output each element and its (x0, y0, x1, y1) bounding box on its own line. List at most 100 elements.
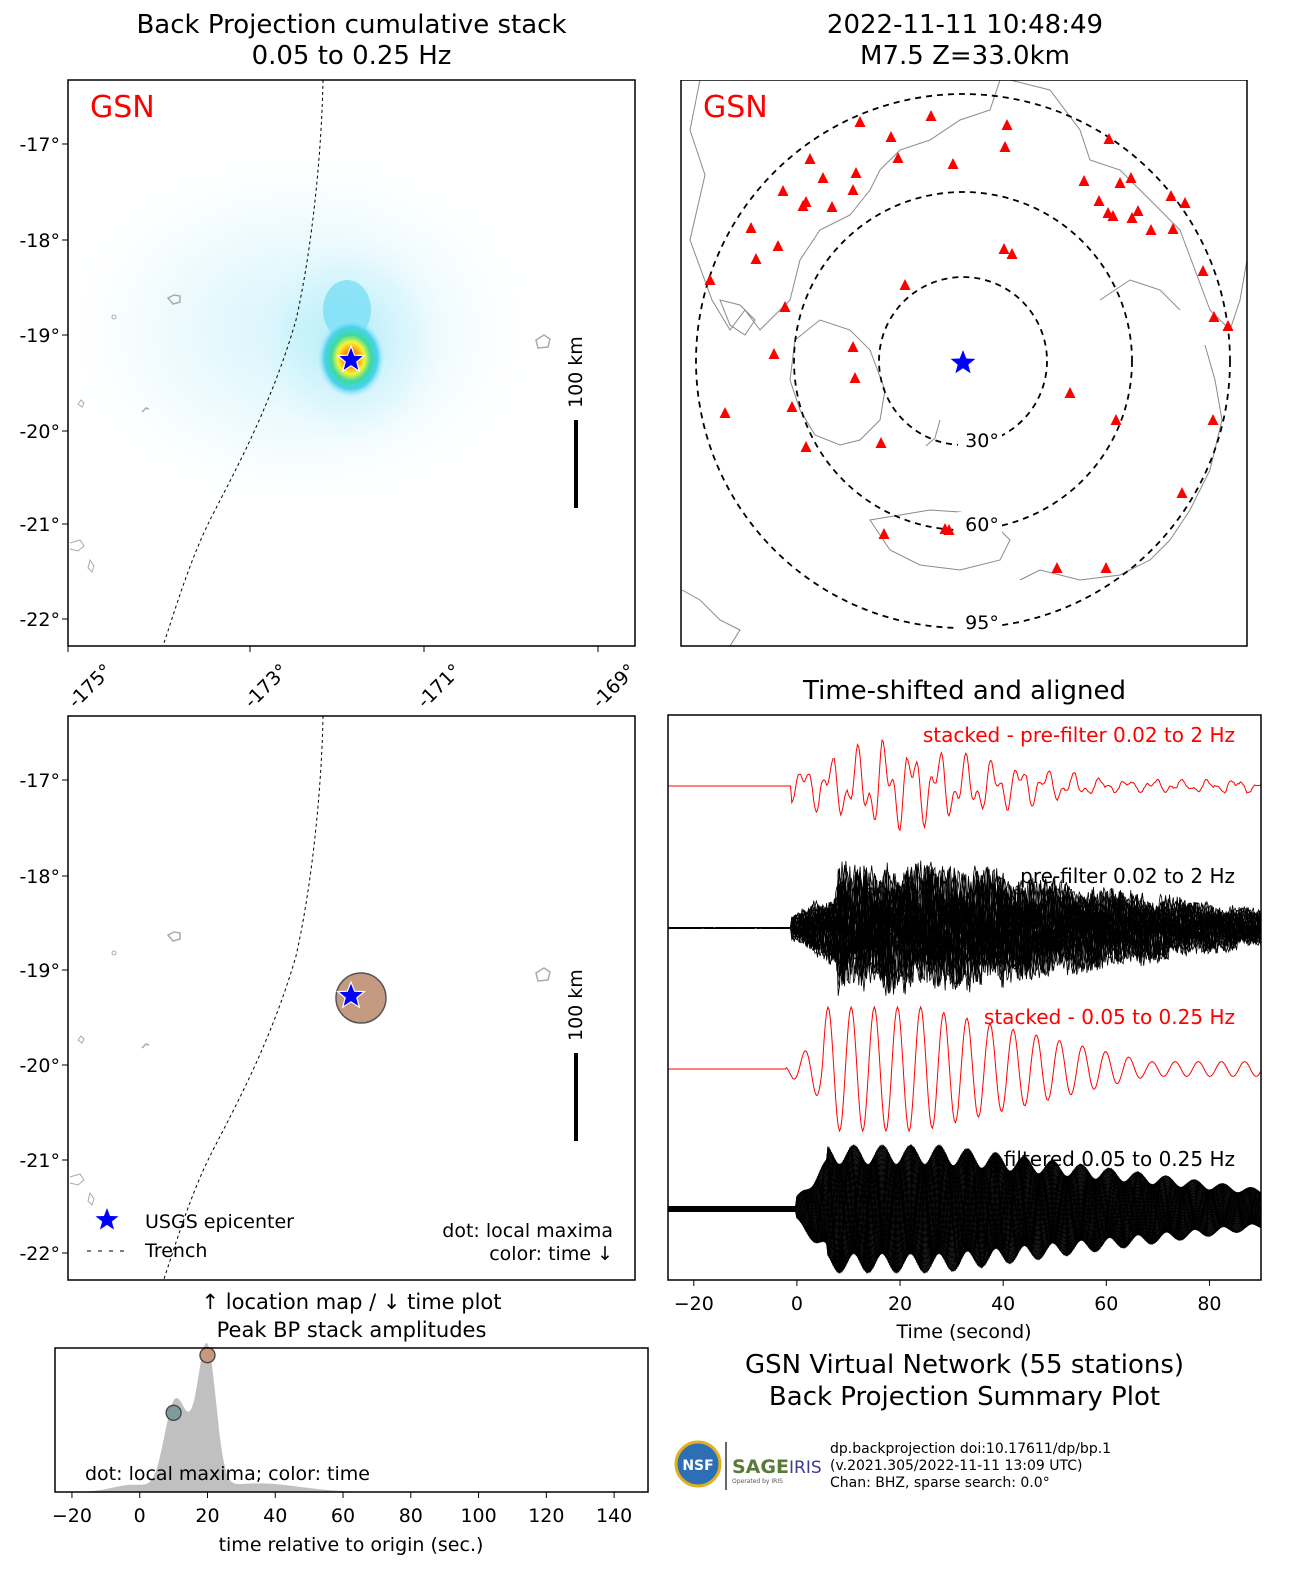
island-outline (141, 407, 150, 413)
epicenter-star (950, 350, 976, 374)
wave-x-tick-label: −20 (674, 1293, 714, 1315)
lon-tick: -169° (588, 660, 641, 710)
network-label: GSN (703, 90, 768, 125)
trace-label-prefilter: pre-filter 0.02 to 2 Hz (1020, 864, 1235, 888)
station-triangle-icon (704, 274, 716, 285)
amp-plot-xlabel: time relative to origin (sec.) (219, 1534, 484, 1556)
ring-label: 60° (965, 514, 999, 536)
station-triangle-icon (826, 201, 838, 212)
station-triangle-icon (878, 528, 890, 539)
island-outline (166, 294, 181, 305)
waveform-title: Time-shifted and aligned (803, 676, 1126, 706)
lat-tick: -17° (19, 134, 60, 156)
filtered-station-trace (668, 1144, 1261, 1274)
island-outline (87, 1191, 95, 1206)
left-map-title: Back Projection cumulative stack 0.05 to… (68, 10, 635, 72)
nsf-logo-icon (674, 1440, 722, 1488)
station-triangle-icon (847, 341, 859, 352)
station-triangle-icon (947, 158, 959, 169)
map-frame (680, 80, 1248, 647)
station-triangle-icon (849, 372, 861, 383)
station-triangle-icon (719, 407, 731, 418)
station-triangle-icon (1222, 320, 1234, 331)
plot-frame (667, 714, 1262, 1281)
lat-tick: -19° (19, 325, 60, 347)
local-maxima-dot (165, 1404, 182, 1421)
legend-epicenter-label: USGS epicenter (145, 1211, 294, 1233)
station-triangle-icon (1167, 223, 1179, 234)
coastline (681, 589, 741, 646)
coastline (719, 299, 756, 336)
sage-logo-subtext: Operated by IRIS (732, 1478, 783, 1485)
station-triangle-icon (1103, 133, 1115, 144)
trace-label-filtered: filtered 0.05 to 0.25 Hz (1004, 1147, 1235, 1171)
lon-tick: -175° (64, 660, 117, 710)
trench-line (162, 80, 324, 646)
lat-tick: -17° (19, 770, 60, 792)
summary-title-line-2: Back Projection Summary Plot (768, 1382, 1161, 1412)
amp-x-tick-label: 40 (263, 1505, 287, 1527)
island-outline (69, 1173, 85, 1186)
station-markers (704, 110, 1234, 573)
map-frame (67, 79, 636, 647)
epicenter-star (335, 344, 367, 373)
lon-tick-labels: -175° -173° -171° -169° (64, 646, 641, 710)
wave-x-tick-label: 0 (791, 1293, 803, 1315)
map-frame (67, 715, 636, 1281)
station-triangle-icon (1179, 197, 1191, 208)
wave-x-tick-label: 60 (1094, 1293, 1118, 1315)
coastline (689, 80, 1001, 331)
station-triangle-icon (1208, 311, 1220, 322)
lat-tick: -22° (19, 1243, 60, 1265)
station-triangle-icon (1051, 562, 1063, 573)
lon-tick: -171° (413, 660, 466, 710)
station-triangle-icon (1132, 205, 1144, 216)
maxima-caption-line-2: Peak BP stack amplitudes (216, 1318, 487, 1342)
amp-x-tick-label: 0 (134, 1505, 146, 1527)
summary-title: GSN Virtual Network (55 stations) Back P… (668, 1349, 1261, 1413)
station-triangle-icon (800, 441, 812, 452)
station-triangle-icon (1176, 487, 1188, 498)
amp-x-tick-label: 60 (331, 1505, 355, 1527)
trench-line (163, 716, 324, 1280)
station-triangle-icon (925, 110, 937, 121)
plot-frame (54, 1347, 649, 1493)
stack-heatmap-map: 100 km GSN -17° -18° -19° -20° -21° -22°… (19, 79, 641, 710)
credit-doi: dp.backprojection doi:10.17611/dp/bp.1 (830, 1441, 1112, 1457)
station-triangle-icon (1001, 119, 1013, 130)
station-triangle-icon (850, 167, 862, 178)
station-triangle-icon (1093, 195, 1105, 206)
station-triangle-icon (1100, 562, 1112, 573)
scale-bar-label: 100 km (565, 336, 587, 408)
station-triangle-icon (750, 253, 762, 264)
coastline (1099, 279, 1181, 311)
station-map: 30° 60° 95° GSN (680, 80, 1248, 647)
amp-x-tick-label: 20 (195, 1505, 219, 1527)
lat-tick: -20° (19, 421, 60, 443)
maxima-caption: ↑ location map / ↓ time plot Peak BP sta… (68, 1288, 635, 1344)
local-maxima-disc (335, 972, 387, 1024)
station-triangle-icon (943, 524, 955, 535)
credit-channel: Chan: BHZ, sparse search: 0.0° (830, 1475, 1050, 1491)
station-triangle-icon (899, 279, 911, 290)
station-triangle-icon (1006, 248, 1018, 259)
stacked-prefilter-trace (668, 739, 1261, 832)
lat-tick: -21° (19, 1150, 60, 1172)
island-outline (166, 931, 181, 942)
island-outline (111, 314, 117, 320)
station-triangle-icon (1114, 177, 1126, 188)
station-triangle-icon (1207, 414, 1219, 425)
network-label: GSN (90, 90, 155, 125)
coastline (1009, 80, 1247, 331)
island-outline (77, 399, 85, 408)
maxima-note-line-1: dot: local maxima (442, 1220, 613, 1242)
station-triangle-icon (1078, 175, 1090, 186)
wave-x-tick-label: 20 (888, 1293, 912, 1315)
amp-x-tick-label: −20 (52, 1505, 92, 1527)
credit-version: (v.2021.305/2022-11-11 13:09 UTC) (830, 1458, 1083, 1474)
maxima-location-map: 100 km USGS epicenter Trench dot: local … (19, 715, 636, 1281)
station-triangle-icon (1126, 212, 1138, 223)
wave-x-tick-label: 40 (991, 1293, 1015, 1315)
prefilter-station-trace (668, 861, 1261, 996)
coastline (925, 419, 941, 447)
